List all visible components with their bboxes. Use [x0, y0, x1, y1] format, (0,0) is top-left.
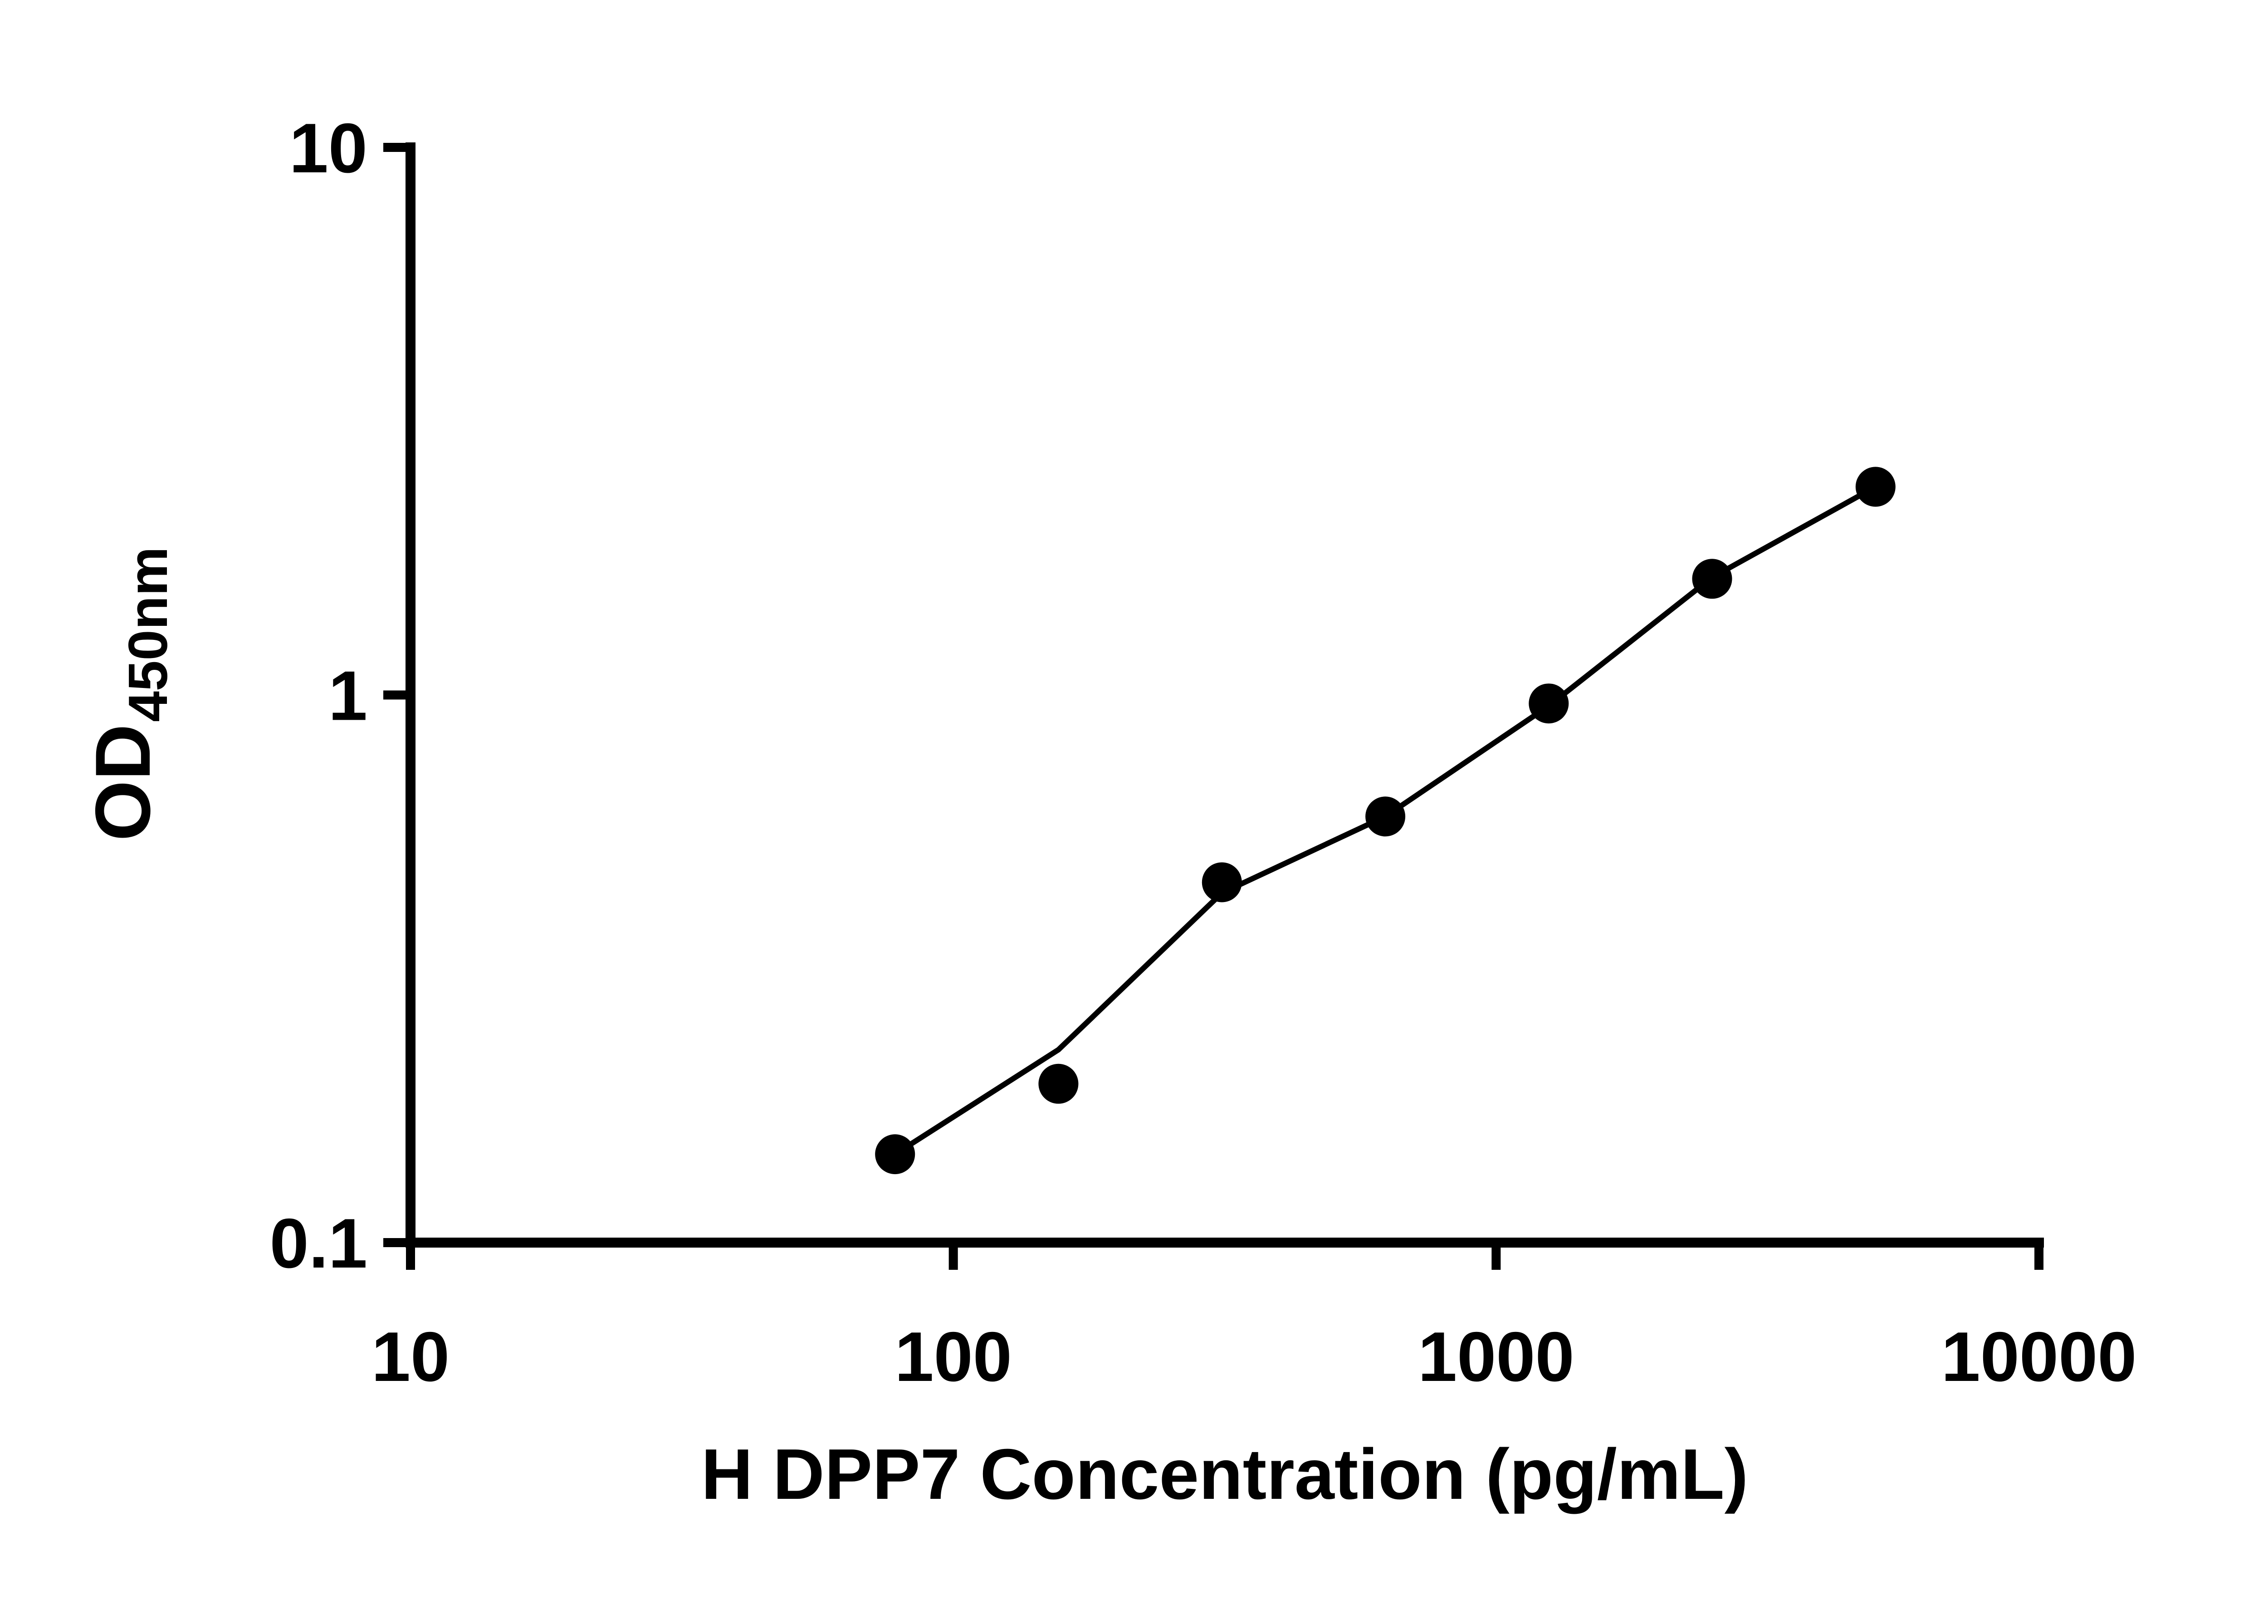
plot-area: 10 100 1000 10000 0.1 1 10: [270, 109, 2137, 1396]
y-axis-title-main: OD: [79, 724, 166, 841]
y-tick-label: 1: [328, 657, 367, 735]
y-axis-title: OD 450nm: [79, 546, 179, 841]
x-tick-label: 10000: [1941, 1317, 2136, 1396]
data-point: [1365, 796, 1406, 837]
y-tick-label: 0.1: [270, 1204, 367, 1283]
data-point: [1038, 1063, 1079, 1104]
x-tick-label: 10: [371, 1317, 450, 1396]
x-tick-label: 100: [894, 1317, 1012, 1396]
y-axis-title-subscript: 450nm: [117, 546, 179, 722]
x-tick-label: 1000: [1418, 1317, 1574, 1396]
y-tick-label: 10: [289, 109, 367, 187]
data-point: [1529, 683, 1569, 724]
data-point: [1855, 467, 1896, 507]
data-point: [1202, 862, 1242, 902]
data-point: [875, 1134, 915, 1175]
data-point: [1692, 559, 1732, 599]
x-axis-title: H DPP7 Concentration (pg/mL): [701, 1434, 1749, 1514]
